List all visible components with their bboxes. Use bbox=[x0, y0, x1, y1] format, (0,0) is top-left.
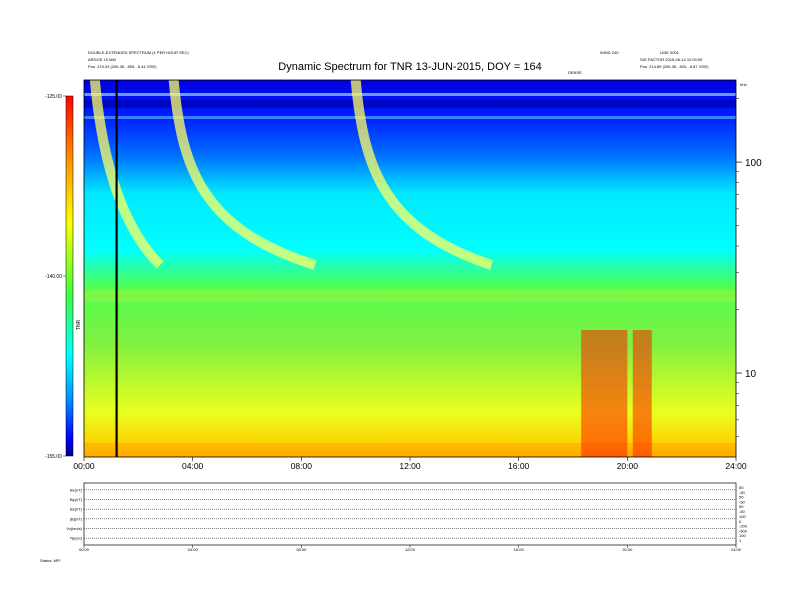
chart-title: Dynamic Spectrum for TNR 13-JUN-2015, DO… bbox=[278, 61, 541, 73]
bottom-right-label: -50 bbox=[739, 500, 746, 505]
colorbar-label: TNR bbox=[76, 319, 82, 330]
bottom-right-label: 0 bbox=[739, 519, 742, 524]
bottom-right-label: 50 bbox=[739, 495, 744, 500]
band-green bbox=[84, 290, 736, 302]
x-tick-label: 24:00 bbox=[725, 461, 747, 471]
bottom-x-tick-label: 08:00 bbox=[296, 547, 307, 552]
bottom-row-label: Np(cc) bbox=[70, 536, 82, 541]
spectrogram-bands bbox=[84, 93, 736, 457]
header-right-line2: SIG FACTOR 2015-06-14 12:00:00 bbox=[640, 57, 703, 62]
band-light bbox=[84, 116, 736, 119]
spectrogram bbox=[84, 80, 736, 457]
bottom-x-tick-label: 20:00 bbox=[622, 547, 633, 552]
x-axis-ticks: 00:00 04:00 08:00 12:00 16:00 20:00 24:00 bbox=[73, 457, 747, 471]
y-tick-label: 100 bbox=[745, 158, 762, 169]
bottom-right-label: -200 bbox=[739, 524, 748, 529]
header-left-line2: ARGOS 19 MM bbox=[88, 57, 116, 62]
x-tick-label: 04:00 bbox=[182, 461, 204, 471]
bottom-row-label: Vx(km/s) bbox=[66, 526, 82, 531]
bottom-right-label: 1 bbox=[739, 538, 742, 543]
header-tag-top: DENSE bbox=[568, 70, 582, 75]
header-right-line1: LINE 0001 bbox=[660, 50, 680, 55]
bottom-x-tick-label: 00:00 bbox=[79, 547, 90, 552]
bottom-right-label: 100 bbox=[739, 533, 746, 538]
bottom-x-tick-label: 12:00 bbox=[405, 547, 416, 552]
y-unit-label: kHz bbox=[740, 82, 747, 87]
bottom-right-label: -50 bbox=[739, 490, 746, 495]
red-interval bbox=[632, 330, 652, 457]
bottom-x-tick-label: 24:00 bbox=[731, 547, 742, 552]
x-tick-label: 08:00 bbox=[291, 461, 313, 471]
band-dark bbox=[84, 100, 736, 108]
bottom-x-tick-label: 16:00 bbox=[514, 547, 525, 552]
footer-left: Status: MFI bbox=[40, 558, 60, 563]
bottom-right-label: -50 bbox=[739, 509, 746, 514]
colorbar bbox=[65, 95, 74, 457]
bottom-panel-frame bbox=[83, 482, 737, 546]
colorbar-tick-label: -155.00 bbox=[45, 454, 62, 460]
bottom-row-label: |B|(nT) bbox=[70, 516, 83, 521]
x-tick-label: 00:00 bbox=[73, 461, 95, 471]
bottom-x-tick-label: 04:00 bbox=[188, 547, 199, 552]
header-left-line3: Pos. 219.03 (205.35, -559, -5.44 GSE) bbox=[88, 64, 157, 69]
red-intensity-intervals bbox=[581, 330, 652, 457]
burst-curve bbox=[168, 80, 317, 270]
y-tick-label: 10 bbox=[745, 369, 757, 380]
x-tick-label: 16:00 bbox=[508, 461, 530, 471]
bottom-right-label: 100 bbox=[739, 514, 746, 519]
y-axis-right-ticks: 100 10 bbox=[736, 98, 762, 437]
burst-curve bbox=[350, 80, 494, 270]
colorbar-ticks: -125.00 -140.00 -155.00 bbox=[45, 94, 66, 460]
bottom-row-label: Bz(nT) bbox=[70, 507, 83, 512]
header-left-line1: DOUBLE-EXTENDED SPECTRUM (1 PER HOUR SEC… bbox=[88, 50, 189, 55]
bottom-right-label: -600 bbox=[739, 529, 748, 534]
header-right-line3: Pos. 214.89 (205.35, -520, -5.87 GSE) bbox=[640, 64, 709, 69]
colorbar-tick-label: -140.00 bbox=[45, 274, 62, 280]
red-interval bbox=[581, 330, 628, 457]
x-tick-label: 12:00 bbox=[399, 461, 421, 471]
bottom-right-label: 50 bbox=[739, 504, 744, 509]
bottom-row-label: Bx(nT) bbox=[70, 487, 83, 492]
bottom-row-label: By(nT) bbox=[70, 497, 83, 502]
colorbar-tick-label: -125.00 bbox=[45, 94, 62, 100]
header-center-tag: WIND 240 bbox=[600, 50, 619, 55]
band-orange bbox=[84, 443, 736, 457]
band-light bbox=[84, 93, 736, 96]
bottom-right-label: 50 bbox=[739, 485, 744, 490]
x-tick-label: 20:00 bbox=[617, 461, 639, 471]
